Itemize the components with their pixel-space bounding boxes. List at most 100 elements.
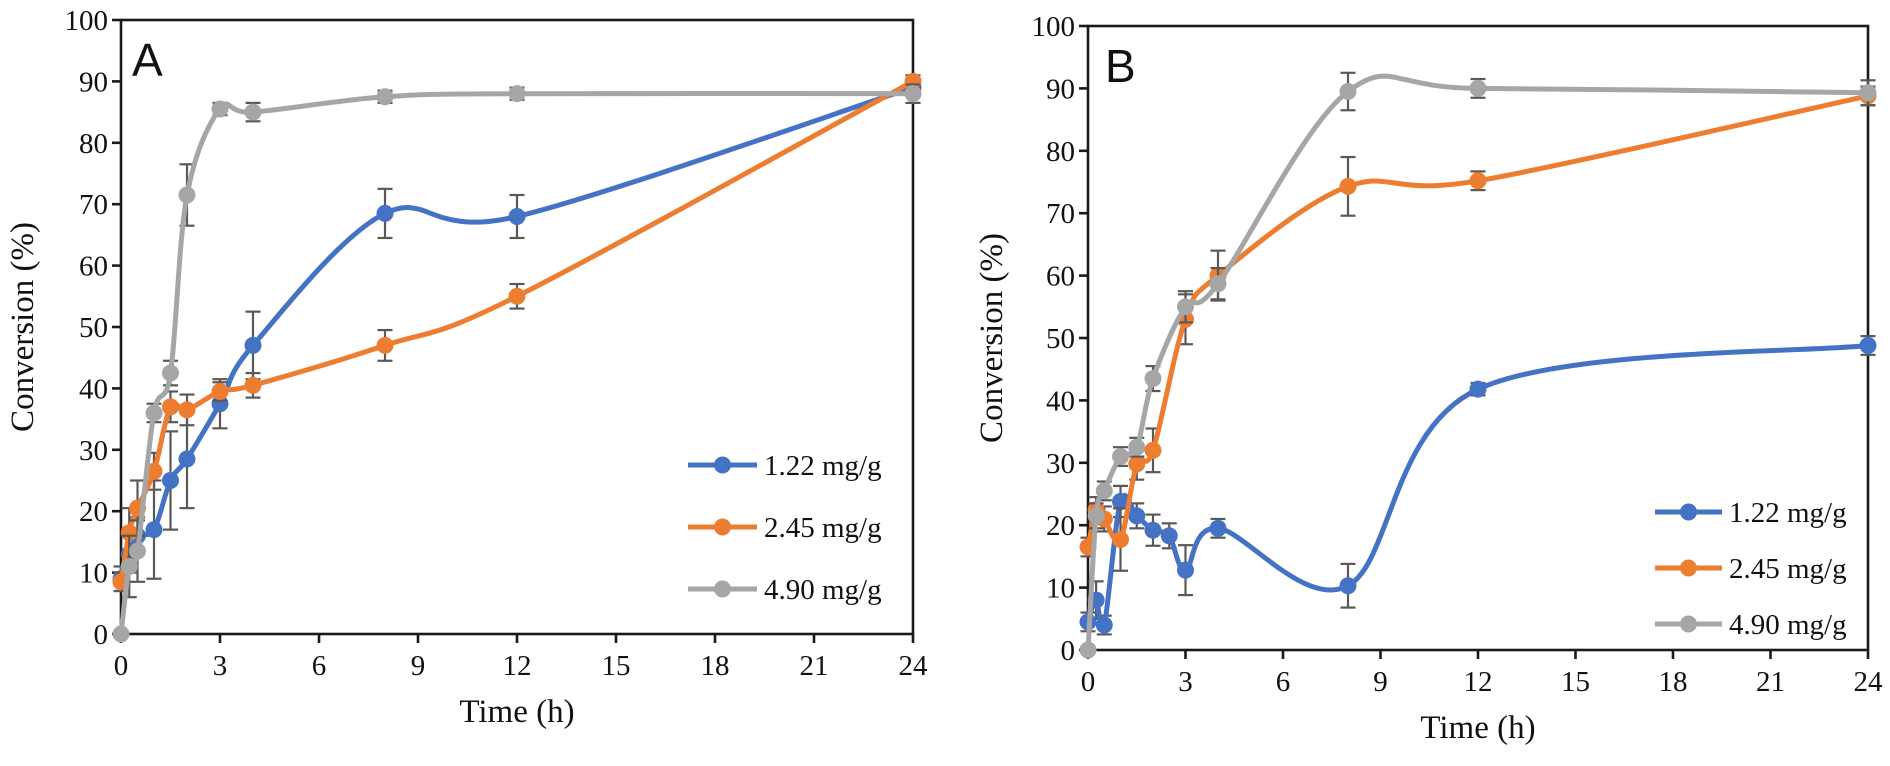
data-point-marker	[508, 287, 526, 305]
data-point-marker	[1112, 531, 1129, 549]
series-4.90-mg-g	[1079, 71, 1877, 659]
y-tick-label: 70	[79, 189, 108, 221]
data-point-marker	[1339, 83, 1357, 101]
legend-swatch-marker	[1680, 615, 1697, 633]
y-tick-label: 90	[79, 66, 108, 98]
y-tick-label: 10	[79, 558, 108, 590]
legend-label: 4.90 mg/g	[764, 574, 882, 606]
data-point-marker	[178, 450, 196, 468]
series-markers	[1079, 79, 1877, 659]
data-point-marker	[1859, 336, 1877, 354]
data-point-marker	[129, 542, 146, 560]
x-tick-label: 18	[701, 650, 730, 682]
legend: 1.22 mg/g 2.45 mg/g 4.90 mg/g	[688, 450, 882, 606]
series-markers	[112, 85, 922, 643]
x-tick-label: 21	[800, 650, 829, 682]
data-point-marker	[376, 336, 394, 354]
x-tick-label: 18	[1659, 666, 1688, 698]
x-tick-label: 6	[1276, 666, 1291, 698]
legend-label: 4.90 mg/g	[1729, 609, 1847, 641]
data-point-marker	[211, 100, 229, 118]
x-axis-title-b: Time (h)	[1420, 710, 1535, 746]
data-point-marker	[1087, 507, 1105, 525]
x-tick-label: 3	[1178, 666, 1193, 698]
y-tick-label: 30	[1046, 448, 1075, 480]
y-tick-label: 50	[1046, 323, 1075, 355]
legend: 1.22 mg/g 2.45 mg/g 4.90 mg/g	[1655, 497, 1847, 641]
data-point-marker	[1095, 616, 1113, 634]
series-markers	[1079, 87, 1877, 556]
legend-swatch-marker	[1680, 503, 1697, 521]
y-tick-label: 80	[1046, 136, 1075, 168]
y-tick-label: 90	[1046, 73, 1075, 105]
data-point-marker	[120, 557, 138, 575]
data-point-marker	[244, 376, 262, 394]
data-point-marker	[211, 395, 229, 413]
x-tick-label: 9	[411, 650, 426, 682]
data-point-marker	[244, 336, 262, 354]
data-point-marker	[211, 382, 229, 400]
data-point-marker	[1128, 455, 1146, 473]
y-tick-label: 0	[1061, 635, 1076, 667]
legend-label: 2.45 mg/g	[1729, 553, 1847, 585]
data-point-marker	[1144, 521, 1162, 539]
x-tick-label: 15	[1561, 666, 1590, 698]
data-point-marker	[376, 88, 394, 106]
data-point-marker	[178, 401, 196, 419]
chart-panel-a: 0 3 6 9 12 15 18 21 24 0 10 20 30 40 50 60 70 80 90 100 1.22…	[5, 5, 928, 730]
data-point-marker	[1160, 527, 1178, 545]
error-bars	[113, 83, 921, 639]
x-axis: 0 3 6 9 12 15 18 21 24	[114, 634, 928, 682]
legend-swatch-marker	[714, 456, 731, 474]
legend-label: 1.22 mg/g	[764, 450, 882, 482]
data-point-marker	[1339, 177, 1357, 195]
chart-b-plot-area: 0 3 6 9 12 15 18 21 24 0 10 20 30 40 50 60 70 80 90 100 1.22…	[1032, 11, 1884, 698]
data-point-marker	[1469, 79, 1487, 97]
y-tick-label: 80	[79, 128, 108, 160]
series-4.90-mg-g	[112, 83, 922, 643]
panel-label-b: B	[1105, 40, 1136, 92]
y-tick-label: 20	[79, 496, 108, 528]
x-tick-label: 21	[1756, 666, 1785, 698]
x-tick-label: 12	[503, 650, 532, 682]
x-tick-label: 9	[1373, 666, 1388, 698]
legend-label: 1.22 mg/g	[1729, 497, 1847, 529]
series-1.22-mg-g	[1079, 335, 1877, 636]
y-axis: 0 10 20 30 40 50 60 70 80 90 100	[1032, 11, 1088, 667]
data-point-marker	[1128, 438, 1146, 456]
chart-panel-b: 0 3 6 9 12 15 18 21 24 0 10 20 30 40 50 60 70 80 90 100 1.22…	[974, 11, 1884, 746]
data-point-marker	[1112, 448, 1129, 466]
y-tick-label: 20	[1046, 510, 1075, 542]
y-tick-label: 100	[65, 5, 109, 37]
x-axis-title-a: Time (h)	[459, 694, 574, 730]
data-point-marker	[1095, 482, 1113, 500]
series-line	[119, 78, 915, 585]
legend-swatch-marker	[714, 518, 731, 536]
x-tick-label: 15	[602, 650, 631, 682]
y-tick-label: 60	[1046, 261, 1075, 293]
y-axis-title-a: Conversion (%)	[5, 222, 41, 432]
data-point-marker	[244, 103, 262, 121]
data-point-marker	[1079, 641, 1097, 659]
data-point-marker	[508, 85, 526, 103]
data-point-marker	[1209, 519, 1227, 537]
x-tick-label: 24	[1854, 666, 1884, 698]
series-markers	[112, 79, 922, 588]
legend-swatch-marker	[1680, 559, 1697, 577]
y-tick-label: 40	[1046, 385, 1075, 417]
x-tick-label: 24	[899, 650, 929, 682]
y-tick-label: 10	[1046, 573, 1075, 605]
data-point-marker	[1144, 441, 1162, 459]
data-point-marker	[904, 72, 922, 90]
x-tick-label: 0	[1081, 666, 1096, 698]
y-axis: 0 10 20 30 40 50 60 70 80 90 100	[65, 5, 121, 651]
series-line	[119, 85, 915, 582]
data-point-marker	[162, 472, 179, 489]
y-tick-label: 40	[79, 373, 108, 405]
data-point-marker	[1209, 275, 1227, 293]
legend-swatch-marker	[714, 580, 731, 598]
y-tick-label: 100	[1032, 11, 1076, 43]
series-2.45-mg-g	[112, 72, 922, 593]
data-point-marker	[112, 625, 130, 643]
data-point-marker	[376, 204, 394, 222]
